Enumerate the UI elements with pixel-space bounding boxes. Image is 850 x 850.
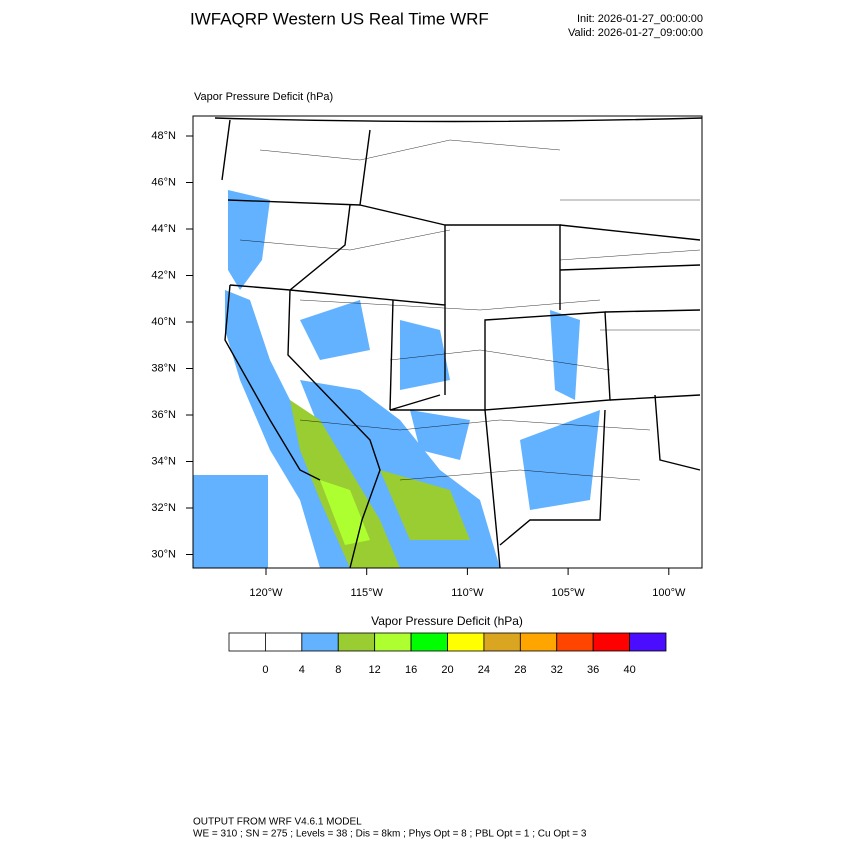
colorbar-label: 28 [514,664,526,676]
lon-label: 100°W [652,587,686,599]
title: IWFAQRP Western US Real Time WRF [190,9,489,28]
ocean-field [193,475,268,568]
lon-label: 120°W [249,587,283,599]
colorbar-box [301,632,339,652]
county-lines [239,139,701,481]
colorbar-label: 16 [405,664,417,676]
lat-label: 46°N [151,176,176,188]
colorbar-label: 24 [478,664,490,676]
colorbar-box [483,632,521,652]
colorbar-box [592,632,630,652]
colorbar-label: 0 [262,664,268,676]
colorbar-box [228,632,266,652]
colorbar-label: 36 [587,664,599,676]
colorbar-box [447,632,485,652]
vpd-field-green [290,400,470,568]
colorbar-box [410,632,448,652]
lat-label: 40°N [151,316,176,328]
colorbar-label: 4 [299,664,305,676]
colorbar-label: 32 [551,664,563,676]
lat-label: 34°N [151,455,176,467]
colorbar-box [519,632,558,652]
colorbar-box [374,632,412,652]
colorbar-label: 12 [369,664,381,676]
colorbar-box [337,632,376,652]
lat-label: 32°N [151,502,176,514]
lat-label: 44°N [151,223,176,235]
vpd-field-lime [320,480,370,545]
valid-time: Valid: 2026-01-27_09:00:00 [568,27,703,39]
map-subtitle: Vapor Pressure Deficit (hPa) [194,91,333,103]
colorbar-box [265,632,303,652]
map [192,115,703,569]
colorbar-label: 40 [623,664,635,676]
lon-label: 105°W [552,587,586,599]
colorbar-box [556,632,594,652]
lat-label: 48°N [151,130,176,142]
colorbar-title: Vapor Pressure Deficit (hPa) [371,614,523,628]
init-time: Init: 2026-01-27_00:00:00 [577,13,703,25]
colorbar-label: 20 [441,664,453,676]
footer-line: OUTPUT FROM WRF V4.6.1 MODEL [193,817,362,828]
map-frame [192,115,703,569]
lat-label: 30°N [151,548,176,560]
colorbar-box [629,632,667,652]
lat-label: 42°N [151,269,176,281]
lon-label: 115°W [351,587,384,599]
lat-label: 36°N [151,409,176,421]
footer-line: WE = 310 ; SN = 275 ; Levels = 38 ; Dis … [193,829,587,840]
lat-label: 38°N [151,362,176,374]
state-borders [214,117,702,568]
colorbar-label: 8 [335,664,341,676]
lon-label: 110°W [451,587,484,599]
